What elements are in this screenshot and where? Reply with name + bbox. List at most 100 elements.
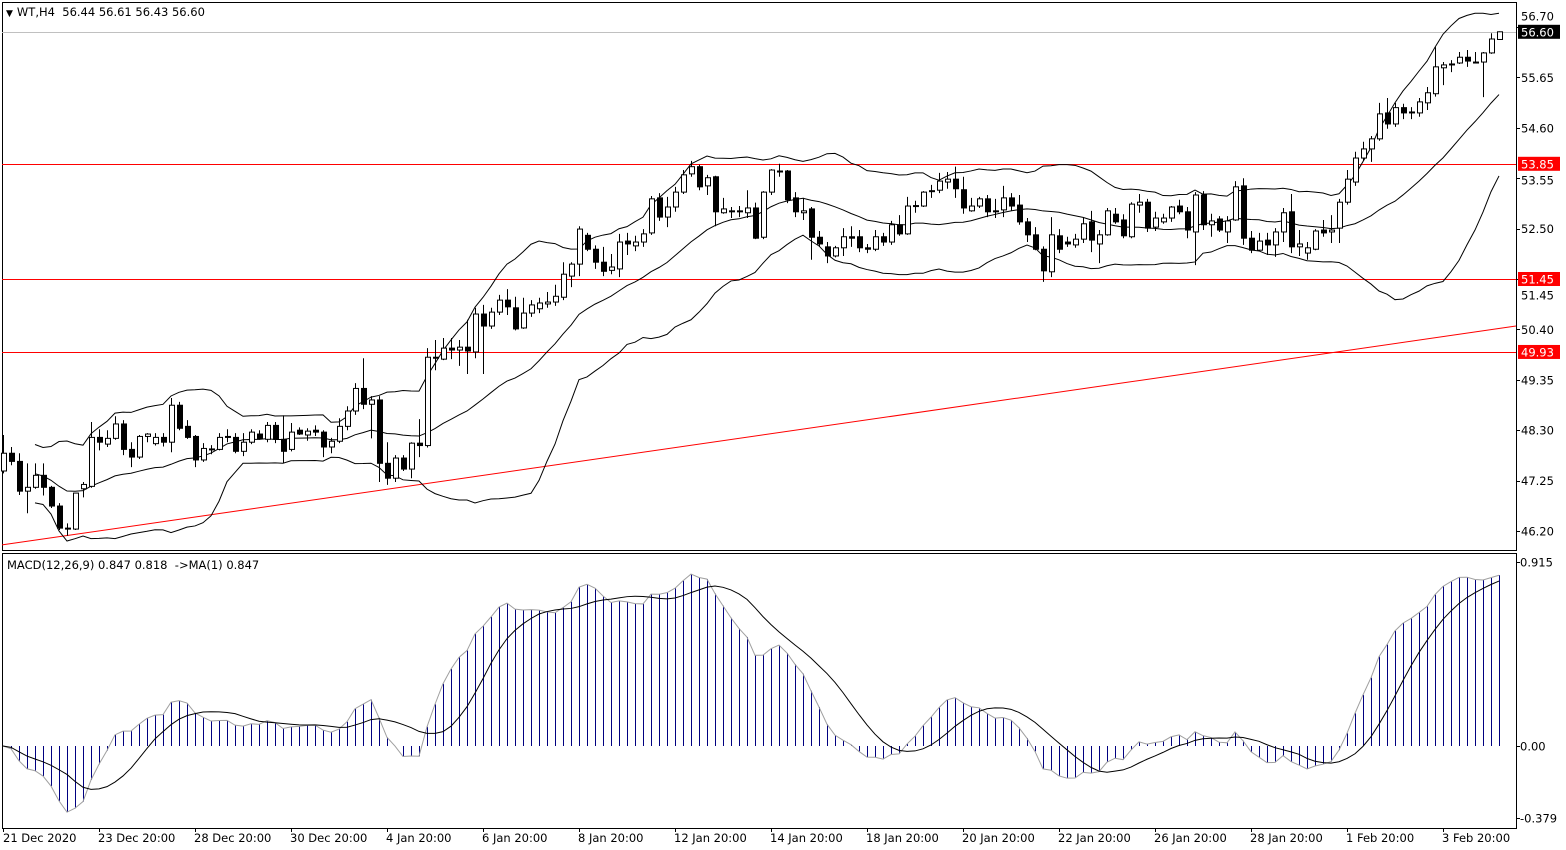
- candle-body: [897, 224, 903, 235]
- candle-body: [857, 236, 863, 249]
- level-price-label-bg: [1518, 272, 1560, 286]
- candle-body: [841, 236, 847, 249]
- candle-body: [81, 483, 87, 490]
- candle-body: [1361, 148, 1367, 159]
- candle-body: [9, 452, 15, 462]
- candle-body: [377, 399, 383, 464]
- candle: [953, 166, 959, 198]
- candle: [1369, 135, 1375, 162]
- candle: [433, 339, 439, 371]
- triangle-down-icon[interactable]: ▼: [6, 9, 13, 19]
- candle: [1385, 98, 1391, 129]
- time-tick-label: 8 Jan 20:00: [578, 831, 644, 845]
- candle-body: [609, 266, 615, 271]
- candle: [193, 435, 199, 468]
- candle: [361, 358, 367, 410]
- candle-body: [153, 436, 159, 445]
- candle: [1057, 229, 1063, 254]
- candle: [817, 231, 823, 247]
- candle: [777, 163, 783, 177]
- candle-body: [1257, 240, 1263, 251]
- candle-body: [89, 436, 95, 487]
- candle-body: [769, 169, 775, 193]
- candle: [905, 196, 911, 235]
- price-tick-label: 48.30: [1521, 424, 1554, 438]
- candle: [753, 202, 759, 240]
- candle-body: [1097, 234, 1103, 245]
- candle: [1201, 191, 1207, 231]
- candle: [785, 170, 791, 204]
- candle-body: [1017, 204, 1023, 223]
- candle-body: [465, 346, 471, 352]
- candle: [185, 420, 191, 439]
- level-lines[interactable]: [1, 32, 1517, 546]
- candle-body: [993, 210, 999, 213]
- candle-body: [361, 387, 367, 405]
- candle: [729, 207, 735, 219]
- candle-body: [785, 170, 791, 201]
- candle: [1457, 51, 1463, 64]
- candle-body: [657, 197, 663, 218]
- time-tick-label: 4 Jan 20:00: [386, 831, 452, 845]
- candle-body: [249, 431, 255, 443]
- candle: [393, 455, 399, 483]
- macd-ma1-line: [2, 573, 1500, 813]
- price-tick-label: 50.40: [1521, 323, 1554, 337]
- candle: [721, 197, 727, 214]
- candle-body: [1289, 211, 1295, 248]
- candle-body: [393, 457, 399, 479]
- candle: [1105, 207, 1111, 236]
- candle: [17, 453, 23, 495]
- candle-body: [1169, 206, 1175, 219]
- candle: [289, 423, 295, 452]
- candle-body: [1273, 231, 1279, 246]
- candle-body: [369, 399, 375, 405]
- candle-body: [721, 208, 727, 214]
- candle: [481, 304, 487, 375]
- candle: [1281, 207, 1287, 243]
- time-tick-label: 22 Jan 20:00: [1058, 831, 1131, 845]
- candle: [1025, 218, 1031, 243]
- candle: [81, 482, 87, 498]
- candle-body: [1, 452, 7, 472]
- candle-body: [729, 210, 735, 213]
- bollinger-upper-band: [34, 12, 1500, 448]
- candle-body: [1225, 220, 1231, 233]
- candle-body: [761, 191, 767, 238]
- candle: [337, 418, 343, 444]
- candle-body: [1145, 201, 1151, 229]
- candle: [1225, 216, 1231, 243]
- candle-body: [969, 205, 975, 212]
- candle: [1121, 214, 1127, 239]
- candle: [1417, 98, 1423, 117]
- candle: [1017, 195, 1023, 225]
- candle: [1265, 232, 1271, 255]
- candle-body: [265, 424, 271, 440]
- candle-body: [289, 431, 295, 450]
- candle: [1177, 199, 1183, 215]
- price-tick-label: 47.25: [1521, 474, 1554, 488]
- candle: [857, 230, 863, 253]
- chart-header: ▼ WT,H4 56.44 56.61 56.43 56.60: [6, 5, 205, 19]
- candle: [497, 294, 503, 315]
- candle: [57, 503, 63, 531]
- candle: [73, 492, 79, 531]
- time-tick-label: 26 Jan 20:00: [1154, 831, 1227, 845]
- candle-body: [457, 346, 463, 351]
- candle: [1441, 62, 1447, 86]
- trendline[interactable]: [1, 325, 1517, 546]
- time-tick-label: 20 Jan 20:00: [962, 831, 1035, 845]
- candle: [1, 435, 7, 474]
- candle: [569, 262, 575, 288]
- candle: [513, 296, 519, 331]
- candle: [993, 198, 999, 219]
- candle-body: [705, 177, 711, 187]
- candle: [649, 195, 655, 235]
- candle-body: [1121, 219, 1127, 237]
- candle-body: [1217, 218, 1223, 231]
- candle: [553, 284, 559, 306]
- candle: [257, 430, 263, 440]
- candle-body: [1433, 66, 1439, 95]
- candle-body: [929, 190, 935, 193]
